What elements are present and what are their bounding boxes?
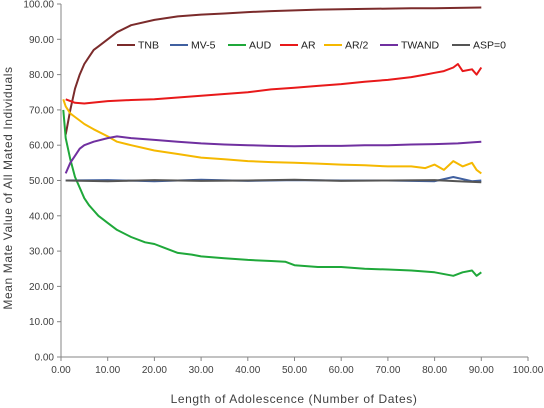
y-tick-label: 60.00 xyxy=(29,141,54,152)
y-tick-label: 0.00 xyxy=(35,353,55,364)
x-tick-label: 40.00 xyxy=(235,365,260,376)
y-tick-label: 50.00 xyxy=(29,176,54,187)
legend: TNB MV-5 AUD AR AR/2 TWAND ASP=0 xyxy=(117,40,506,52)
y-tick-label: 80.00 xyxy=(29,70,54,81)
x-tick-label: 90.00 xyxy=(469,365,494,376)
y-tick-label: 90.00 xyxy=(29,35,54,46)
y-axis-title: Mean Mate Value of All Mated Individuals xyxy=(1,66,15,309)
y-tick-label: 10.00 xyxy=(29,317,54,328)
series-line-tnb xyxy=(64,6,482,135)
x-tick-label: 20.00 xyxy=(142,365,167,376)
legend-label-mv-5: MV-5 xyxy=(191,40,216,52)
series-line-asp-0 xyxy=(65,178,482,184)
x-tick-label: 80.00 xyxy=(422,365,447,376)
y-tick-label: 30.00 xyxy=(29,247,54,258)
y-tick-label: 40.00 xyxy=(29,211,54,222)
y-tick-label: 100.00 xyxy=(23,0,54,11)
x-axis-title: Length of Adolescence (Number of Dates) xyxy=(171,392,418,406)
x-tick-label: 60.00 xyxy=(329,365,354,376)
x-tick-label: 70.00 xyxy=(375,365,400,376)
y-tick-label: 20.00 xyxy=(29,282,54,293)
y-ticks: 0.00 10.00 20.00 30.00 40.00 50.00 60.00 70.00 8… xyxy=(23,0,61,364)
series-line-ar-2 xyxy=(62,98,482,175)
legend-label-ar: AR xyxy=(301,40,316,52)
x-ticks: 0.00 10.00 20.00 30.00 40.00 50.00 60.00 70.00 8… xyxy=(51,357,544,376)
legend-label-aud: AUD xyxy=(249,40,272,52)
x-tick-label: 10.00 xyxy=(95,365,120,376)
legend-label-tnb: TNB xyxy=(138,40,159,52)
x-tick-label: 100.00 xyxy=(513,365,544,376)
legend-label-twand: TWAND xyxy=(401,40,440,52)
x-tick-label: 0.00 xyxy=(51,365,71,376)
legend-label-asp-0: ASP=0 xyxy=(473,40,506,52)
series-line-twand xyxy=(64,135,482,174)
legend-label-ar-2: AR/2 xyxy=(345,40,369,52)
x-tick-label: 50.00 xyxy=(282,365,307,376)
y-tick-label: 70.00 xyxy=(29,105,54,116)
series-line-ar xyxy=(65,63,483,105)
series-lines xyxy=(62,6,483,277)
x-tick-label: 30.00 xyxy=(189,365,214,376)
series-line-aud xyxy=(62,109,482,277)
